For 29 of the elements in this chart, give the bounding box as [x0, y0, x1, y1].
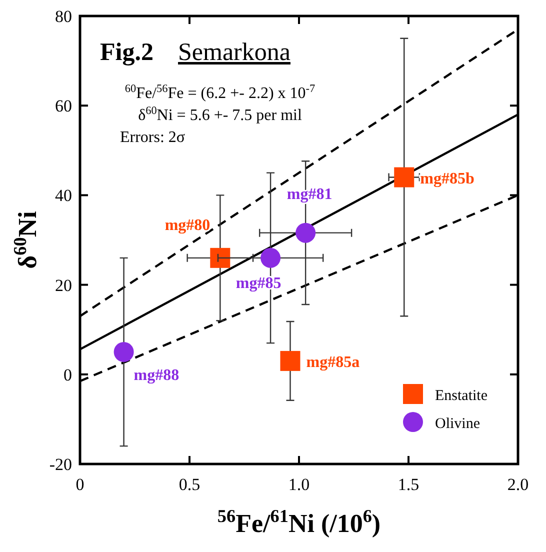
annotation: mg#80	[164, 216, 210, 234]
annotation: $^{60}$Fe/$^{56}$Fe = (6.2 +- 2.2) x 10$^{-7}$	[124, 83, 316, 102]
y-tick-label: 60	[55, 96, 72, 116]
x-tick-label: 0.5	[178, 475, 200, 494]
annotation: Errors: 2σ	[120, 129, 186, 146]
point	[114, 342, 134, 362]
legend-label: Olivine	[435, 416, 480, 432]
y-tick-label: 40	[55, 186, 72, 206]
point	[296, 222, 316, 243]
x-tick-label: 1.0	[288, 475, 310, 494]
x-tick-label: 1.5	[398, 475, 420, 494]
point	[260, 248, 281, 268]
point	[394, 167, 414, 188]
annotation: mg#85b	[420, 170, 474, 188]
point	[210, 248, 230, 268]
y-tick-label: 20	[55, 276, 72, 295]
annotation: mg#88	[134, 367, 180, 384]
y-tick-label: 0	[64, 365, 72, 384]
text: Semarkona	[178, 39, 290, 66]
annotation: δ$^{60}$Ni = 5.6 +- 7.5 per mil	[138, 105, 302, 124]
y-tick-label: 80	[55, 7, 72, 26]
x-tick-label: 0	[76, 475, 84, 494]
x-axis-title: $^{56}$Fe/$^{61}$Ni (/10$^{6}$)	[217, 506, 381, 538]
annotation: mg#85a	[306, 354, 360, 371]
x-tick-label: 2.0	[507, 475, 529, 494]
y-tick-label: -20	[49, 455, 72, 474]
text: Fig.2	[100, 39, 154, 66]
legend-label: Enstatite	[435, 388, 488, 404]
point	[280, 350, 300, 371]
